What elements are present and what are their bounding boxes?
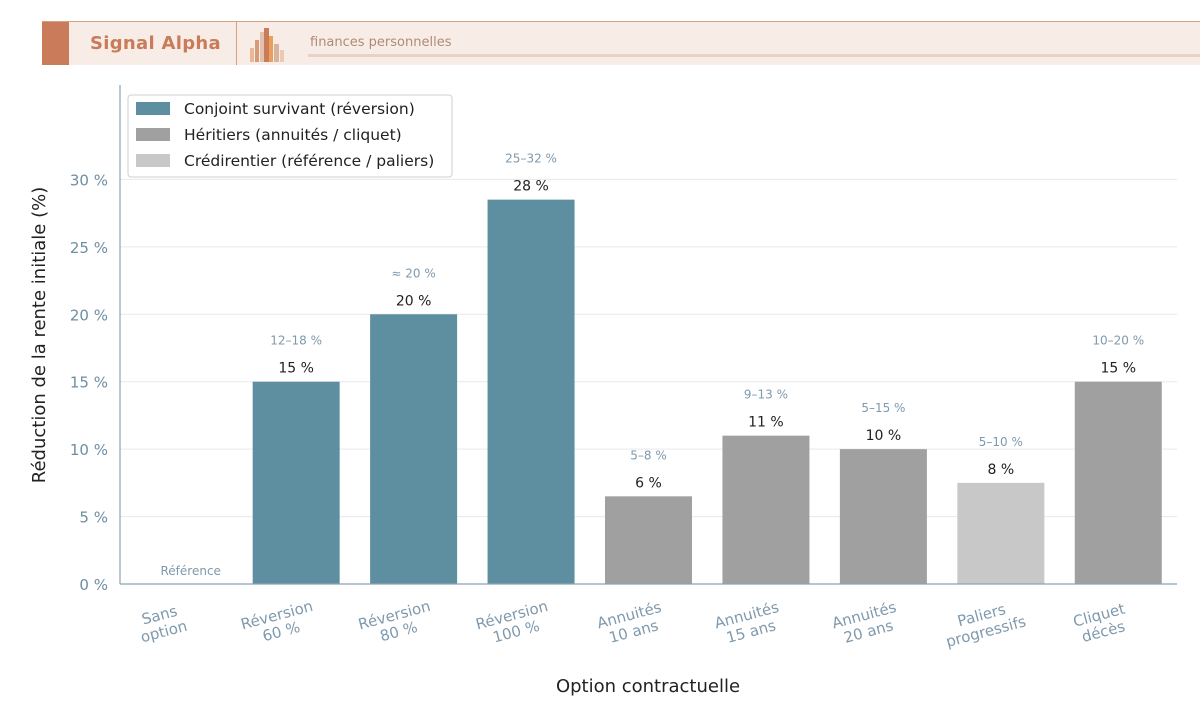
x-tick-label: Annuités10 ans xyxy=(595,598,668,649)
legend-label: Crédirentier (référence / paliers) xyxy=(184,152,434,170)
y-tick-label: 5 % xyxy=(79,509,108,527)
legend-label: Héritiers (annuités / cliquet) xyxy=(184,126,402,144)
bar xyxy=(722,435,810,584)
banner-rule xyxy=(308,54,1200,57)
header-banner: Signal Alpha finances personnelles xyxy=(42,21,1200,65)
bar-value-label: 11 % xyxy=(748,415,784,431)
x-tick-label: Réversion60 % xyxy=(239,597,319,650)
bar-value-label: 28 % xyxy=(513,179,549,195)
y-axis-label: Réduction de la rente initiale (%) xyxy=(29,187,50,483)
bar-range-label: Référence xyxy=(161,564,221,578)
y-tick-label: 10 % xyxy=(70,441,108,459)
bar xyxy=(957,482,1045,584)
x-tick-label: Annuités20 ans xyxy=(830,598,903,649)
legend: Conjoint survivant (réversion) Héritiers … xyxy=(127,94,453,178)
bar-value-label: 15 % xyxy=(1100,361,1136,377)
bar-value-label: 20 % xyxy=(396,293,432,309)
x-tick-label: Réversion100 % xyxy=(474,597,554,650)
legend-label: Conjoint survivant (réversion) xyxy=(184,100,415,118)
brand-title: Signal Alpha xyxy=(90,33,221,54)
bar-range-label: 12–18 % xyxy=(270,334,322,348)
bar-range-label: 5–10 % xyxy=(979,435,1023,449)
bar-value-label: 15 % xyxy=(278,361,314,377)
bar xyxy=(605,496,692,584)
bars-group xyxy=(252,199,1162,584)
y-tick-label: 25 % xyxy=(70,239,108,257)
legend-swatch xyxy=(136,154,170,167)
x-axis-label: Option contractuelle xyxy=(556,676,740,697)
y-tick-label: 30 % xyxy=(70,171,108,189)
bar-labels-group: Référence 15 % 12–18 % 20 % ≈ 20 % 28 % 25–32 … xyxy=(161,152,1145,578)
legend-swatch xyxy=(136,102,170,115)
x-tick-label: Cliquetdécès xyxy=(1071,600,1131,648)
bar xyxy=(370,314,458,584)
bar-range-label: 9–13 % xyxy=(744,388,788,402)
bar-range-label: 5–8 % xyxy=(630,448,667,462)
banner-separator xyxy=(236,22,237,65)
x-tick-label: Sansoption xyxy=(134,600,189,646)
bar xyxy=(252,381,340,584)
y-tick-label: 20 % xyxy=(70,306,108,324)
bar-value-label: 8 % xyxy=(987,462,1014,478)
x-tick-label: Réversion80 % xyxy=(356,597,436,650)
bar xyxy=(1074,381,1162,584)
legend-box xyxy=(127,94,453,178)
bar-range-label: 10–20 % xyxy=(1092,334,1144,348)
city-skyline-icon xyxy=(250,28,284,62)
legend-swatch xyxy=(136,128,170,141)
bar xyxy=(487,199,575,584)
brand-subtitle: finances personnelles xyxy=(310,35,452,50)
banner-accent-block xyxy=(42,22,69,65)
bar-value-label: 6 % xyxy=(635,475,662,491)
y-tick-label: 0 % xyxy=(79,576,108,594)
x-tick-label: Annuités15 ans xyxy=(713,598,786,649)
bar xyxy=(839,449,927,584)
x-tick-label: Paliersprogressifs xyxy=(940,596,1028,651)
bar-range-label: ≈ 20 % xyxy=(391,266,435,280)
bar-range-label: 5–15 % xyxy=(861,401,905,415)
bar-value-label: 10 % xyxy=(866,428,902,444)
y-tick-label: 15 % xyxy=(70,374,108,392)
bar-range-label: 25–32 % xyxy=(505,152,557,166)
